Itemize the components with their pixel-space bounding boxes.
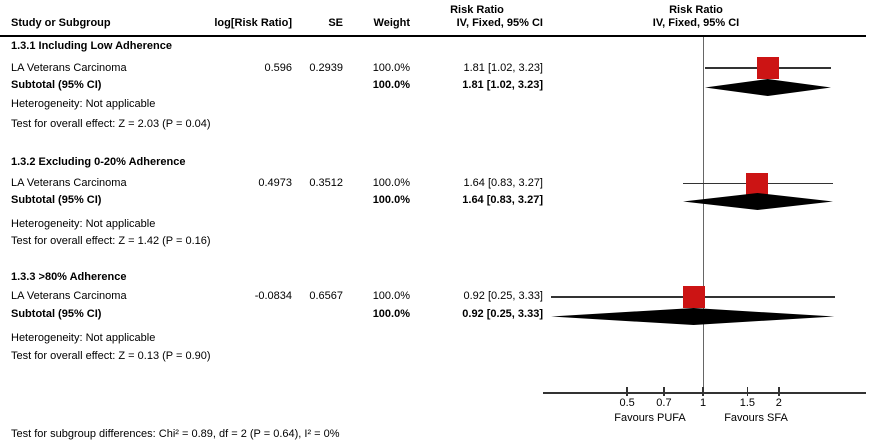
subtotal-label: Subtotal (95% CI): [11, 79, 102, 91]
heterogeneity-row-3: Heterogeneity: Not applicable: [11, 332, 156, 344]
subtotal-ci: 1.81 [1.02, 3.23]: [462, 79, 543, 91]
study-column-header: Study or Subgroup: [11, 17, 111, 29]
subtotal-weight: 100.0%: [372, 194, 410, 206]
iv-fixed-column-header: IV, Fixed, 95% CI: [456, 17, 543, 29]
subtotal-weight: 100.0%: [372, 79, 410, 91]
heterogeneity-row-2: Heterogeneity: Not applicable: [11, 218, 156, 230]
x-axis-line: [543, 392, 866, 394]
study-name: LA Veterans Carcinoma: [11, 290, 127, 302]
subgroup-title-3: 1.3.3 >80% Adherence: [11, 271, 127, 283]
header-row-1: Risk Ratio Risk Ratio: [0, 4, 874, 17]
overall-effect-row-1: Test for overall effect: Z = 2.03 (P = 0…: [11, 118, 211, 130]
study-ci: 1.81 [1.02, 3.23]: [463, 62, 543, 74]
study-se: 0.6567: [309, 290, 343, 302]
header-underline: [0, 35, 866, 37]
subgroup-title-1: 1.3.1 Including Low Adherence: [11, 40, 172, 52]
favours-left-label: Favours PUFA: [614, 412, 686, 424]
log-rr-column-header: log[Risk Ratio]: [214, 17, 292, 29]
study-weight: 100.0%: [372, 177, 410, 189]
study-log-rr: -0.0834: [254, 290, 292, 302]
header-row-2: Study or Subgroup log[Risk Ratio] SE Wei…: [0, 17, 874, 30]
study-log-rr: 0.4973: [258, 177, 292, 189]
favours-right-label: Favours SFA: [724, 412, 788, 424]
study-name: LA Veterans Carcinoma: [11, 62, 127, 74]
subgroup-title-2: 1.3.2 Excluding 0-20% Adherence: [11, 156, 186, 168]
subtotal-ci: 0.92 [0.25, 3.33]: [462, 308, 543, 320]
study-log-rr: 0.596: [264, 62, 292, 74]
study-weight: 100.0%: [372, 290, 410, 302]
study-row-2: LA Veterans Carcinoma 0.4973 0.3512 100.…: [0, 177, 874, 190]
subtotal-label: Subtotal (95% CI): [11, 308, 102, 320]
axis-tick-label: 1.5: [739, 397, 756, 409]
plot-subtitle: IV, Fixed, 95% CI: [652, 17, 740, 29]
subtotal-label: Subtotal (95% CI): [11, 194, 102, 206]
study-name: LA Veterans Carcinoma: [11, 177, 127, 189]
subtotal-ci: 1.64 [0.83, 3.27]: [462, 194, 543, 206]
weight-column-header: Weight: [373, 17, 410, 29]
plot-title: Risk Ratio: [669, 4, 723, 16]
subgroup-differences-row: Test for subgroup differences: Chi² = 0.…: [11, 428, 340, 440]
heterogeneity-row-1: Heterogeneity: Not applicable: [11, 98, 156, 110]
study-weight: 100.0%: [372, 62, 410, 74]
study-se: 0.3512: [309, 177, 343, 189]
subtotal-row-2: Subtotal (95% CI) 100.0% 1.64 [0.83, 3.2…: [0, 194, 874, 207]
study-ci: 1.64 [0.83, 3.27]: [463, 177, 543, 189]
study-ci: 0.92 [0.25, 3.33]: [463, 290, 543, 302]
null-effect-line: [702, 37, 704, 392]
axis-tick-label: 1: [699, 397, 707, 409]
se-column-header: SE: [328, 17, 343, 29]
subtotal-weight: 100.0%: [372, 308, 410, 320]
study-row-3: LA Veterans Carcinoma -0.0834 0.6567 100…: [0, 290, 874, 303]
study-se: 0.2939: [309, 62, 343, 74]
overall-effect-row-3: Test for overall effect: Z = 0.13 (P = 0…: [11, 350, 211, 362]
study-row-1: LA Veterans Carcinoma 0.596 0.2939 100.0…: [0, 62, 874, 75]
risk-ratio-column-title: Risk Ratio: [450, 4, 504, 16]
axis-tick-label: 0.7: [656, 397, 672, 409]
subtotal-row-3: Subtotal (95% CI) 100.0% 0.92 [0.25, 3.3…: [0, 308, 874, 321]
overall-effect-row-2: Test for overall effect: Z = 1.42 (P = 0…: [11, 235, 211, 247]
axis-tick-label: 0.5: [619, 397, 635, 409]
subtotal-row-1: Subtotal (95% CI) 100.0% 1.81 [1.02, 3.2…: [0, 79, 874, 92]
axis-tick-label: 2: [775, 397, 782, 409]
